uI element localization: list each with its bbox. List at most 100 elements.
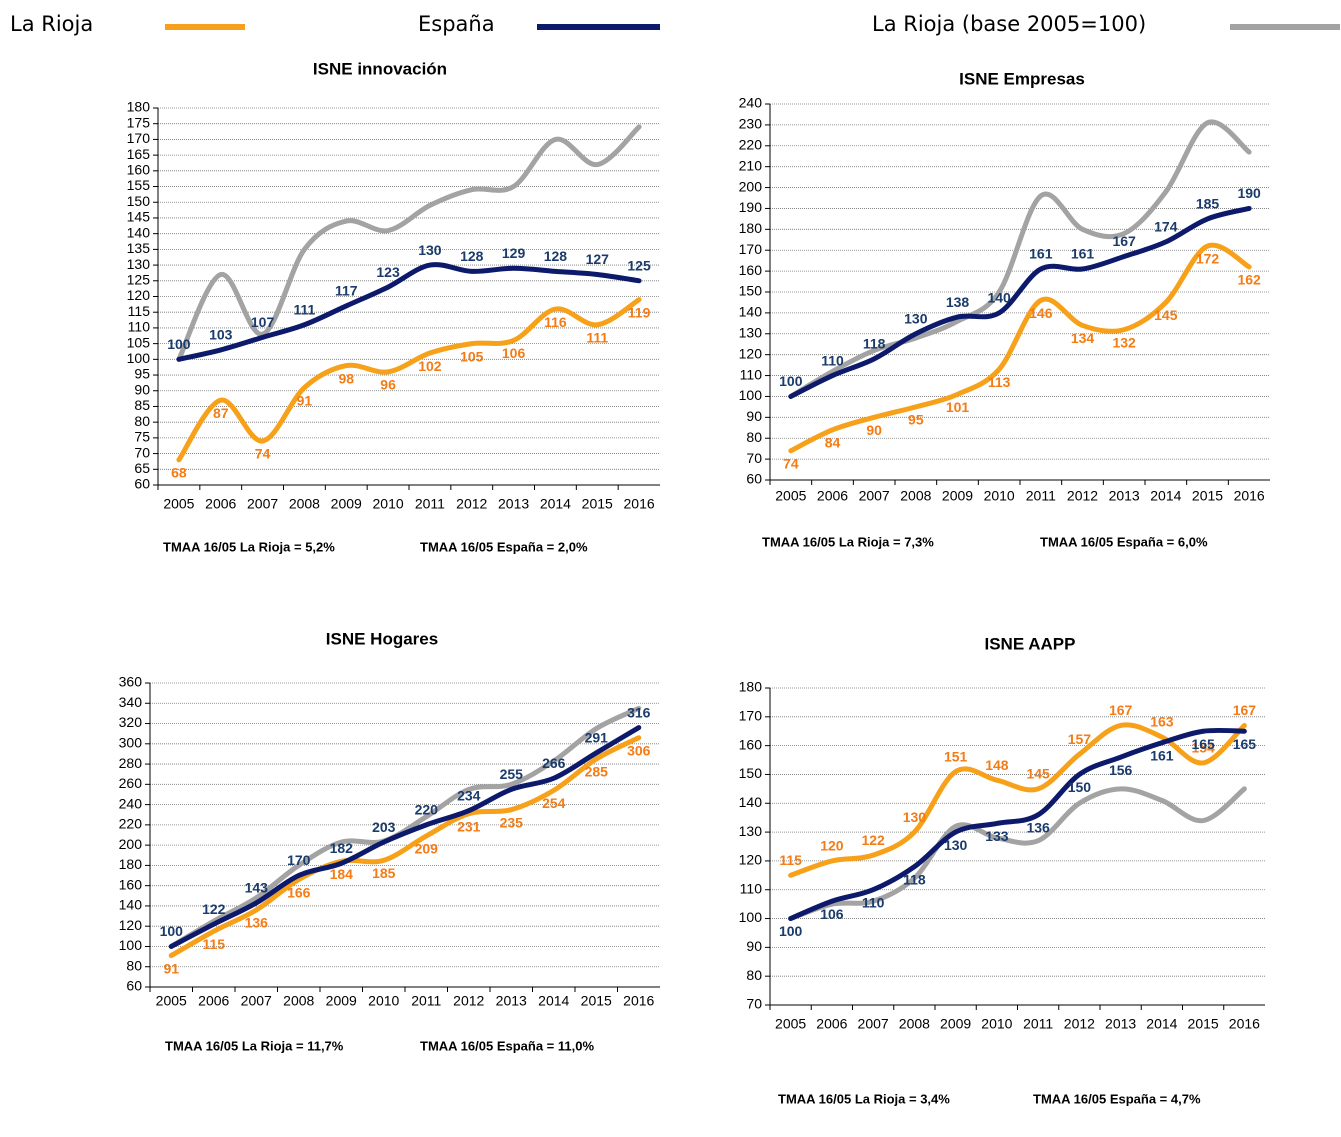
data-label: 91 [297,392,313,408]
x-tick-label: 2009 [331,496,362,512]
x-tick-label: 2006 [816,1016,847,1032]
data-label: 145 [1026,766,1050,782]
y-tick-label: 160 [739,736,763,752]
y-tick-label: 240 [119,795,143,811]
series-line [168,735,642,959]
data-label: 161 [1029,246,1053,262]
y-tick-label: 100 [739,909,763,925]
x-tick-label: 2012 [1067,488,1098,504]
data-label: 185 [1196,196,1220,212]
y-tick-label: 115 [128,303,151,319]
y-tick-label: 130 [127,256,151,272]
y-tick-label: 60 [746,471,762,487]
x-tick-label: 2012 [456,496,487,512]
y-tick-label: 260 [119,775,143,791]
data-label: 117 [335,283,358,299]
y-tick-label: 180 [127,99,151,115]
data-label: 156 [1109,762,1133,778]
series-line [788,119,1252,399]
data-label: 134 [1071,330,1095,346]
data-label: 130 [903,809,927,825]
x-tick-label: 2010 [368,993,399,1009]
x-tick-label: 2009 [326,993,357,1009]
y-tick-label: 80 [134,413,150,429]
y-tick-label: 200 [739,178,763,194]
y-tick-label: 100 [119,937,143,953]
y-tick-label: 170 [739,241,763,257]
data-label: 162 [1237,272,1261,288]
data-label: 130 [418,242,442,258]
data-label: 100 [779,373,803,389]
note: TMAA 16/05 España = 11,0% [420,1038,594,1053]
chart-title: ISNE innovación [313,59,447,78]
series-line [176,124,642,362]
x-tick-label: 2014 [538,993,569,1009]
note: TMAA 16/05 La Rioja = 3,4% [778,1091,950,1106]
y-tick-label: 190 [739,199,763,215]
note: TMAA 16/05 España = 6,0% [1040,534,1208,549]
y-tick-label: 90 [134,381,150,397]
x-tick-label: 2014 [1146,1016,1177,1032]
chart-title: ISNE Hogares [326,629,438,648]
y-tick-label: 140 [739,304,763,320]
data-label: 100 [779,923,803,939]
data-label: 234 [457,787,481,803]
data-label: 190 [1237,185,1261,201]
y-tick-label: 120 [739,852,763,868]
data-label: 136 [1026,820,1050,836]
x-tick-label: 2015 [1192,488,1223,504]
data-label: 167 [1112,233,1136,249]
y-tick-label: 120 [739,345,763,361]
y-tick-label: 110 [740,366,763,382]
data-label: 209 [415,841,439,857]
y-tick-label: 300 [119,735,143,751]
data-label: 140 [987,290,1011,306]
data-label: 106 [820,906,844,922]
data-label: 74 [783,455,799,471]
series-line [788,727,1247,922]
y-tick-label: 90 [746,408,762,424]
data-label: 255 [500,766,524,782]
data-label: 185 [372,865,396,881]
data-label: 111 [586,329,608,345]
y-tick-label: 130 [739,324,763,340]
y-tick-label: 160 [119,876,143,892]
y-tick-label: 80 [746,967,762,983]
x-tick-label: 2011 [1023,1016,1053,1032]
data-label: 95 [908,412,924,428]
note: TMAA 16/05 España = 2,0% [420,539,588,554]
data-label: 266 [542,755,566,771]
data-label: 170 [287,852,311,868]
x-tick-label: 2009 [942,488,973,504]
data-label: 115 [202,936,225,952]
x-tick-label: 2008 [899,1016,930,1032]
x-tick-label: 2009 [940,1016,971,1032]
data-label: 84 [825,435,841,451]
x-tick-label: 2005 [163,496,194,512]
x-tick-label: 2011 [415,496,445,512]
data-label: 116 [544,314,567,330]
y-tick-label: 65 [134,460,150,476]
x-tick-label: 2008 [283,993,314,1009]
y-tick-label: 85 [134,397,150,413]
data-label: 184 [330,866,354,882]
data-label: 133 [985,828,1009,844]
data-label: 151 [944,748,968,764]
data-label: 106 [502,345,526,361]
data-label: 138 [946,294,970,310]
y-tick-label: 100 [127,350,151,366]
data-label: 74 [255,446,271,462]
note: TMAA 16/05 La Rioja = 7,3% [762,534,934,549]
y-tick-label: 110 [128,319,151,335]
data-label: 182 [330,840,354,856]
x-tick-label: 2016 [1234,488,1265,504]
data-label: 103 [209,327,233,343]
x-tick-label: 2016 [624,496,655,512]
x-tick-label: 2007 [247,496,278,512]
data-label: 105 [460,348,484,364]
x-tick-label: 2010 [373,496,404,512]
data-label: 87 [213,405,229,421]
y-tick-label: 120 [119,917,143,933]
series-line [176,262,642,362]
